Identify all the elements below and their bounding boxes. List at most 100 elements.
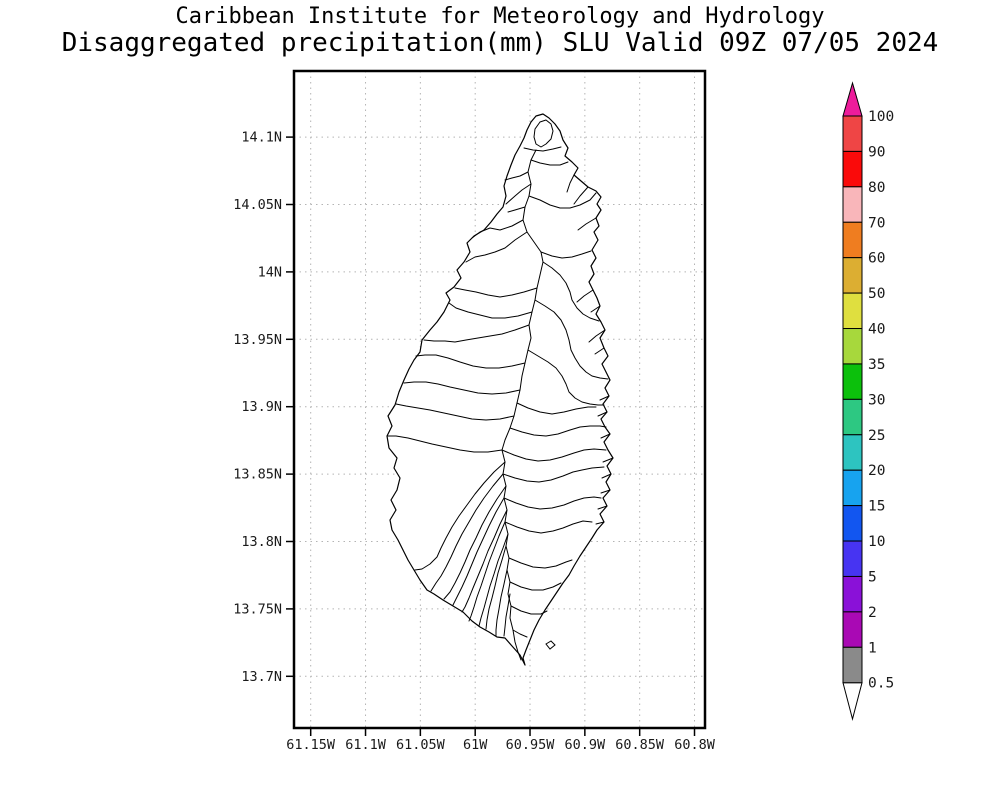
island-coastline	[386, 113, 614, 666]
watershed-boundary	[503, 496, 602, 510]
watershed-boundary	[423, 324, 530, 343]
watershed-boundary	[454, 287, 538, 298]
watershed-boundary	[510, 605, 548, 615]
watershed-boundary	[597, 505, 608, 510]
map-title-product: Disaggregated precipitation(mm) SLU Vali…	[61, 28, 939, 58]
watershed-boundary	[505, 183, 532, 205]
watershed-boundary	[403, 381, 521, 395]
watershed-boundary	[495, 569, 508, 637]
x-tick-label: 61W	[463, 737, 488, 753]
colorbar-label: 15	[868, 499, 885, 515]
colorbar-segment	[842, 328, 863, 365]
watershed-boundary	[465, 231, 528, 263]
watershed-boundary	[471, 219, 524, 239]
x-tick-label: 60.85W	[615, 737, 665, 753]
watershed-boundary	[597, 411, 608, 417]
x-tick-label: 61.1W	[345, 737, 387, 753]
colorbar-label: 40	[868, 322, 885, 338]
colorbar-segment	[842, 505, 863, 542]
watershed-boundary	[566, 174, 575, 193]
colorbar-label: 20	[868, 463, 885, 479]
watershed-boundary	[576, 289, 594, 303]
watershed-boundary	[448, 302, 533, 319]
watershed-boundary	[588, 329, 606, 343]
colorbar-segment	[842, 221, 863, 259]
x-tick-label: 60.95W	[506, 737, 556, 753]
colorbar-segment	[842, 115, 863, 152]
colorbar-label: 25	[868, 428, 885, 444]
offshore-islet	[545, 640, 556, 650]
watershed-boundary	[502, 466, 605, 483]
watershed-boundary	[600, 489, 611, 494]
watershed-boundary	[509, 425, 607, 437]
x-tick-label: 61.05W	[396, 737, 446, 753]
watershed-boundary	[415, 354, 526, 369]
watershed-boundary	[516, 402, 597, 415]
watershed-boundary	[595, 521, 605, 525]
watershed-boundary	[461, 509, 508, 613]
watershed-boundary	[599, 395, 610, 401]
watershed-boundary	[501, 149, 544, 451]
x-tick-label: 60.8W	[674, 737, 716, 753]
colorbar-segment	[842, 540, 863, 577]
watershed-boundary	[530, 159, 569, 166]
watershed-boundary	[542, 261, 600, 322]
y-tick-label: 13.8N	[241, 534, 282, 550]
watershed-boundary	[507, 206, 526, 213]
colorbar-label: 80	[868, 180, 885, 196]
colorbar-label: 0.5	[868, 676, 894, 692]
plot-border	[292, 69, 707, 730]
colorbar-segment	[842, 398, 863, 436]
colorbar-arrow-up	[842, 81, 863, 117]
colorbar-label: 100	[868, 109, 894, 125]
watershed-boundary	[600, 433, 611, 439]
y-tick-label: 13.95N	[233, 332, 282, 348]
y-tick-label: 14.1N	[241, 130, 282, 146]
colorbar-label: 2	[868, 605, 877, 621]
colorbar-label: 60	[868, 251, 885, 267]
watershed-boundary	[523, 146, 562, 152]
watershed-boundary	[573, 186, 589, 205]
map-title-institution: Caribbean Institute for Meteorology and …	[175, 4, 825, 29]
x-tick-label: 60.9W	[565, 737, 607, 753]
watershed-boundary	[533, 119, 554, 148]
colorbar-arrow-down	[842, 682, 863, 721]
colorbar-segment	[842, 575, 863, 613]
watershed-boundary	[534, 299, 609, 380]
watershed-boundary	[414, 461, 506, 571]
watershed-boundary	[452, 497, 505, 606]
colorbar-segment	[842, 469, 863, 507]
watershed-boundary	[509, 581, 562, 591]
colorbar-label: 50	[868, 286, 885, 302]
watershed-boundary	[601, 473, 612, 479]
colorbar-label: 90	[868, 144, 885, 160]
colorbar-label: 1	[868, 640, 877, 656]
colorbar-label: 35	[868, 357, 885, 373]
watershed-boundary	[527, 349, 605, 406]
watershed-boundary	[395, 403, 515, 421]
colorbar-segment	[842, 257, 863, 294]
watershed-boundary	[594, 347, 605, 355]
colorbar-label: 5	[868, 569, 877, 585]
watershed-boundary	[485, 545, 507, 630]
colorbar-segment	[842, 186, 863, 223]
watershed-boundary	[478, 533, 509, 627]
watershed-boundary	[504, 171, 529, 181]
colorbar-segment	[842, 611, 863, 648]
watershed-boundary	[528, 192, 597, 209]
colorbar-segment	[842, 434, 863, 471]
watershed-boundary	[443, 485, 507, 600]
y-tick-label: 13.7N	[241, 669, 282, 685]
watershed-boundary	[501, 448, 607, 462]
watershed-boundary	[602, 457, 614, 463]
colorbar-segment	[842, 292, 863, 330]
watershed-boundary	[508, 557, 573, 569]
colorbar-segment	[842, 150, 863, 188]
colorbar-segment	[842, 646, 863, 684]
watershed-boundary	[468, 521, 506, 622]
colorbar-label: 30	[868, 392, 885, 408]
watershed-boundary	[387, 435, 503, 453]
colorbar-segment	[842, 363, 863, 400]
